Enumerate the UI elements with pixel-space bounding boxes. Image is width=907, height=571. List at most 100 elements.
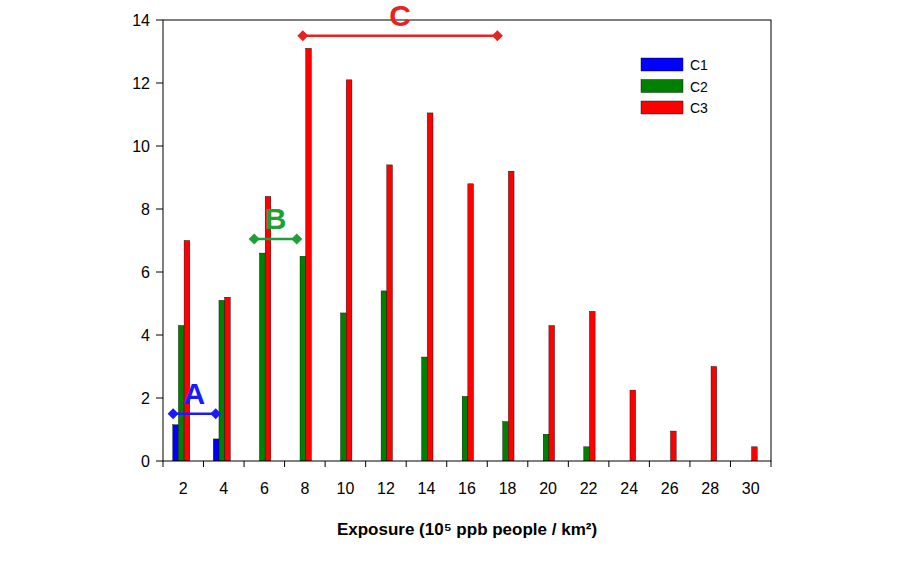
y-tick: [156, 272, 163, 273]
x-tick-divider: [446, 461, 447, 467]
x-tick-label: 28: [701, 480, 719, 497]
bar: [219, 300, 225, 461]
x-tick-label: 6: [260, 480, 269, 497]
bar: [422, 357, 428, 461]
y-tick-label: 12: [132, 75, 150, 92]
y-tick-label: 6: [141, 264, 150, 281]
x-tick-label: 22: [580, 480, 598, 497]
legend-label: C2: [690, 79, 708, 95]
bar: [543, 434, 549, 461]
annotation-label: B: [265, 202, 287, 235]
x-tick-divider: [365, 461, 366, 467]
annotation-range: [303, 35, 498, 38]
bar: [462, 396, 468, 461]
annotation-label: C: [389, 0, 411, 32]
x-axis-title: Exposure (10⁵ ppb people / km²): [337, 520, 597, 539]
bar: [300, 256, 306, 461]
bar: [508, 171, 514, 461]
y-tick: [156, 398, 163, 399]
legend-swatch: [641, 101, 683, 114]
x-tick-label: 30: [742, 480, 760, 497]
bar: [752, 447, 758, 461]
bar: [213, 439, 219, 461]
plot-frame: [163, 20, 771, 461]
bar: [265, 196, 271, 461]
bar: [671, 431, 677, 461]
bar: [549, 326, 555, 461]
y-tick: [156, 83, 163, 84]
annotation: C: [297, 0, 503, 41]
bar: [630, 390, 636, 461]
bar: [260, 253, 266, 461]
x-tick-label: 18: [499, 480, 517, 497]
x-tick-divider: [406, 461, 407, 467]
annotation-range: [173, 413, 216, 416]
x-tick-divider: [244, 461, 245, 467]
legend-swatch: [641, 80, 683, 93]
annotation-end: [297, 30, 308, 41]
x-tick-label: 20: [539, 480, 557, 497]
annotation-end: [249, 233, 260, 244]
bar: [387, 165, 393, 461]
x-tick-divider: [325, 461, 326, 467]
bar: [381, 291, 387, 461]
bar: [584, 447, 590, 461]
y-tick-label: 8: [141, 201, 150, 218]
y-tick-label: 14: [132, 12, 150, 29]
x-tick-divider: [284, 461, 285, 467]
y-tick: [156, 146, 163, 147]
annotation-end: [492, 30, 503, 41]
y-tick-label: 0: [141, 453, 150, 470]
bar: [711, 367, 717, 462]
annotation-label: A: [184, 377, 206, 410]
bar: [503, 422, 509, 461]
bar: [173, 425, 179, 461]
x-tick-divider: [649, 461, 650, 467]
y-tick: [156, 209, 163, 210]
bar: [346, 80, 352, 461]
annotation-end: [168, 408, 179, 419]
x-tick-label: 2: [179, 480, 188, 497]
bar: [225, 297, 231, 461]
x-tick-divider: [203, 461, 204, 467]
chart: 0246810121424681012141618202224262830Exp…: [0, 0, 907, 571]
bar: [184, 241, 190, 462]
bars: [173, 48, 757, 461]
y-tick: [156, 20, 163, 21]
bar: [427, 113, 433, 461]
x-tick-divider: [771, 461, 772, 467]
x-tick-label: 24: [620, 480, 638, 497]
x-tick-divider: [689, 461, 690, 467]
y-tick: [156, 335, 163, 336]
x-tick-label: 14: [418, 480, 436, 497]
annotation-range: [254, 238, 297, 241]
y-tick: [156, 461, 163, 462]
x-tick-divider: [163, 461, 164, 467]
annotation-end: [210, 408, 221, 419]
y-tick-label: 4: [141, 327, 150, 344]
legend: C1 C2 C3: [641, 57, 708, 116]
bar: [306, 48, 312, 461]
legend-label: C3: [690, 100, 708, 116]
y-tick-label: 2: [141, 390, 150, 407]
x-tick-divider: [527, 461, 528, 467]
x-tick-label: 26: [661, 480, 679, 497]
x-tick-label: 8: [300, 480, 309, 497]
legend-swatch: [641, 58, 683, 71]
legend-label: C1: [690, 57, 708, 73]
x-tick-divider: [487, 461, 488, 467]
annotation-end: [291, 233, 302, 244]
x-tick-divider: [568, 461, 569, 467]
x-tick-label: 12: [377, 480, 395, 497]
x-tick-label: 4: [219, 480, 228, 497]
bar: [589, 311, 595, 461]
y-tick-label: 10: [132, 138, 150, 155]
x-tick-divider: [608, 461, 609, 467]
annotation: A: [168, 377, 222, 420]
annotation: B: [249, 202, 303, 245]
bar: [468, 184, 474, 461]
x-tick-label: 10: [337, 480, 355, 497]
x-tick-label: 16: [458, 480, 476, 497]
bar: [341, 313, 347, 461]
x-tick-divider: [730, 461, 731, 467]
